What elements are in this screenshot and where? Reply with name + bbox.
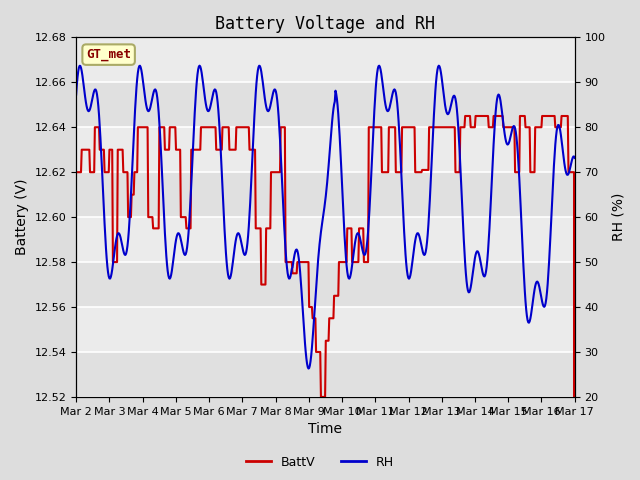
BattV bbox=[400, 124, 408, 130]
Text: GT_met: GT_met bbox=[86, 48, 131, 61]
RH bbox=[132, 84, 140, 90]
BattV bbox=[183, 226, 191, 231]
RH bbox=[72, 92, 80, 97]
RH bbox=[81, 94, 89, 100]
RH bbox=[196, 63, 204, 69]
Bar bbox=[76, 82, 575, 127]
RH bbox=[183, 244, 191, 250]
Bar bbox=[76, 262, 575, 307]
Title: Battery Voltage and RH: Battery Voltage and RH bbox=[216, 15, 435, 33]
Line: BattV: BattV bbox=[76, 116, 575, 480]
Legend: BattV, RH: BattV, RH bbox=[241, 451, 399, 474]
RH bbox=[305, 366, 312, 372]
Line: RH: RH bbox=[76, 66, 575, 369]
BattV bbox=[210, 124, 218, 130]
RH bbox=[211, 87, 218, 93]
Bar bbox=[76, 37, 575, 82]
Bar bbox=[76, 307, 575, 352]
RH bbox=[571, 155, 579, 161]
X-axis label: Time: Time bbox=[308, 422, 342, 436]
RH bbox=[387, 98, 395, 104]
Bar bbox=[76, 217, 575, 262]
RH bbox=[402, 252, 410, 257]
BattV bbox=[72, 169, 80, 175]
Bar bbox=[76, 352, 575, 397]
BattV bbox=[81, 147, 89, 153]
BattV bbox=[386, 124, 394, 130]
Y-axis label: RH (%): RH (%) bbox=[611, 193, 625, 241]
BattV bbox=[132, 169, 140, 175]
Bar bbox=[76, 172, 575, 217]
Bar bbox=[76, 127, 575, 172]
Y-axis label: Battery (V): Battery (V) bbox=[15, 179, 29, 255]
BattV bbox=[461, 113, 469, 119]
